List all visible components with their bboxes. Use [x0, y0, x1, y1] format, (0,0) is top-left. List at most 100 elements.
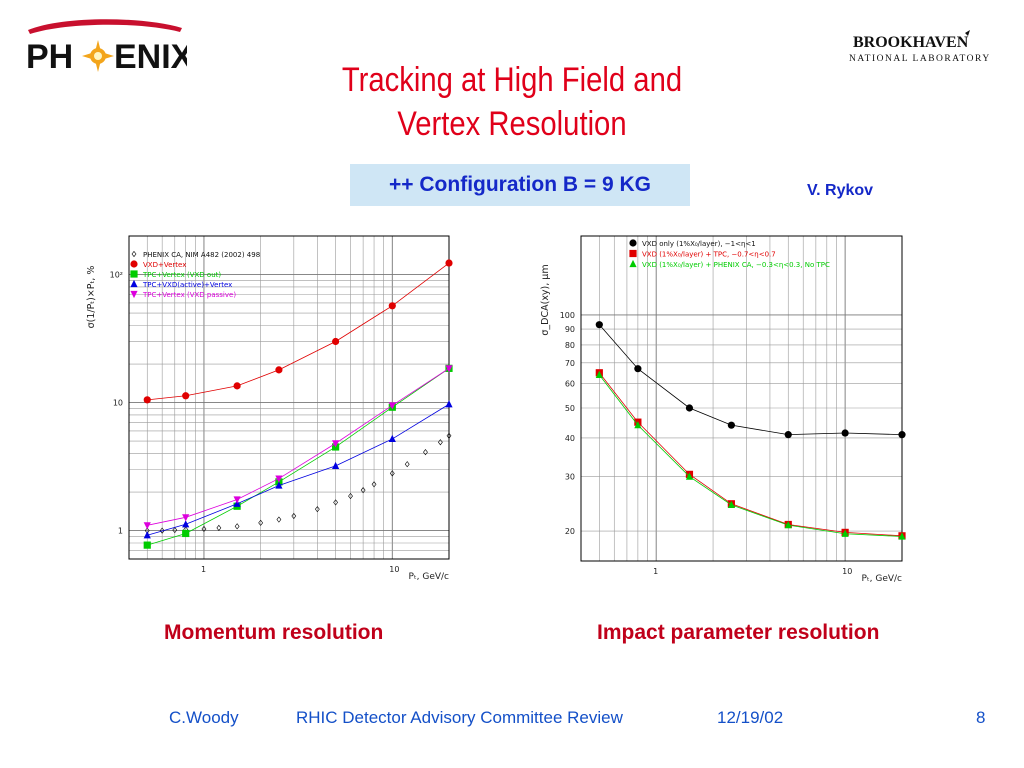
data-point	[841, 429, 849, 437]
data-point	[159, 527, 165, 534]
y-tick-label: 40	[565, 434, 575, 443]
data-point	[841, 529, 849, 537]
series-line	[599, 324, 903, 436]
data-point	[784, 431, 792, 439]
data-point	[182, 520, 190, 528]
legend-marker	[131, 250, 137, 258]
data-point	[143, 531, 151, 539]
series-line	[147, 368, 450, 526]
data-point	[423, 449, 428, 456]
title-line-2: Vertex Resolution	[397, 105, 627, 143]
y-tick-label: 10	[113, 399, 123, 408]
x-tick-label: 10	[389, 565, 399, 574]
slide-title: Tracking at High Field and Vertex Resolu…	[297, 58, 727, 146]
legend-marker	[629, 249, 637, 258]
impact-caption: Impact parameter resolution	[597, 621, 880, 644]
data-point	[784, 521, 792, 529]
data-point	[233, 382, 241, 390]
legend-label: TPC+Vertex (VXD passive)	[142, 291, 236, 299]
data-point	[685, 472, 694, 480]
logo-swoosh	[28, 19, 182, 34]
data-point	[275, 481, 283, 489]
logo-accent-icon	[965, 30, 970, 36]
data-point	[634, 421, 642, 429]
data-point	[216, 524, 222, 531]
data-point	[143, 522, 151, 530]
legend-label: VXD (1%X₀/layer) + TPC, −0.7<η<0.7	[642, 251, 776, 259]
data-point	[634, 365, 642, 373]
grid	[128, 235, 450, 560]
data-point	[389, 470, 395, 477]
y-tick-label: 90	[565, 325, 575, 334]
data-point	[233, 496, 241, 504]
logo-text-ph: PH	[26, 38, 73, 76]
data-point	[275, 366, 283, 374]
data-point	[371, 481, 377, 488]
impact-chart-svg: 1 10 20 30 40 50 60 70 80 90 100 Pₜ, GeV/c σ_DCA(xy)…	[540, 235, 906, 584]
footer-event: RHIC Detector Advisory Committee Review	[296, 708, 623, 727]
data-point	[685, 404, 694, 412]
series-0	[144, 432, 452, 534]
author-label: V. Rykov	[806, 182, 874, 199]
y-tick-label: 10²	[110, 271, 123, 280]
data-point	[348, 492, 353, 500]
y-axis-label: σ_DCA(xy), μm	[540, 264, 551, 335]
data-point	[182, 392, 190, 400]
series-1	[143, 259, 453, 404]
data-point	[438, 439, 443, 446]
plot-frame	[128, 235, 450, 560]
x-axis-label: Pₜ, GeV/c	[862, 574, 903, 584]
series-line	[598, 374, 903, 537]
momentum-caption: Momentum resolution	[164, 621, 384, 644]
legend-label: VXD+Vertex	[143, 261, 186, 269]
series-2	[143, 364, 453, 549]
brookhaven-logo: BROOKHAVEN NATIONAL LABORATORY	[845, 30, 1000, 70]
data-point	[898, 532, 906, 540]
footer-author: C.Woody	[169, 708, 239, 727]
data-point	[360, 487, 366, 494]
data-point	[332, 461, 340, 470]
plot-frame	[580, 235, 903, 562]
legend-marker	[629, 259, 637, 268]
x-tick-label: 1	[653, 567, 658, 576]
data-point	[143, 541, 151, 549]
data-point	[332, 337, 340, 346]
data-point	[445, 259, 453, 267]
series-1	[595, 369, 906, 540]
data-point	[445, 365, 453, 373]
data-point	[332, 440, 340, 448]
configuration-box: ++ Configuration B = 9 KG	[350, 164, 690, 206]
data-point	[727, 421, 735, 429]
footer-date: 12/19/02	[717, 708, 784, 727]
phenix-logo-graphic: PH ENIX	[26, 19, 194, 76]
y-tick-label: 70	[565, 359, 575, 368]
data-point	[388, 402, 396, 410]
grid	[580, 236, 903, 561]
logo-national-lab-text: NATIONAL LABORATORY	[849, 54, 991, 64]
data-point	[172, 526, 178, 534]
series-3	[143, 400, 453, 539]
series-4	[143, 365, 453, 530]
series-line	[147, 368, 450, 546]
data-point	[595, 370, 603, 378]
y-axis-label: σ(1/Pₜ)×Pₜ, %	[86, 266, 97, 329]
data-point	[201, 525, 207, 533]
data-point	[898, 431, 906, 439]
legend: PHENIX CA, NIM A482 (2002) 498 VXD+Vertex…	[130, 250, 260, 299]
data-point	[182, 529, 190, 538]
momentum-chart-svg: 1 10 1 10 10² Pₜ, GeV/c σ(1/Pₜ)×Pₜ, % PHENIX CA…	[86, 235, 453, 582]
data-point	[258, 519, 264, 526]
data-point	[276, 516, 282, 523]
data-point	[727, 500, 735, 508]
legend-marker	[130, 290, 138, 299]
x-tick-label: 1	[201, 565, 206, 574]
data-point	[182, 514, 190, 522]
y-tick-label: 60	[565, 380, 575, 389]
y-tick-label: 100	[560, 311, 575, 320]
data-point	[291, 512, 297, 520]
data-point	[404, 461, 410, 468]
y-tick-label: 30	[565, 473, 575, 482]
legend-label: VXD only (1%X₀/layer), −1<η<1	[642, 240, 756, 248]
data-point	[595, 321, 603, 329]
y-tick-label: 80	[565, 341, 575, 350]
